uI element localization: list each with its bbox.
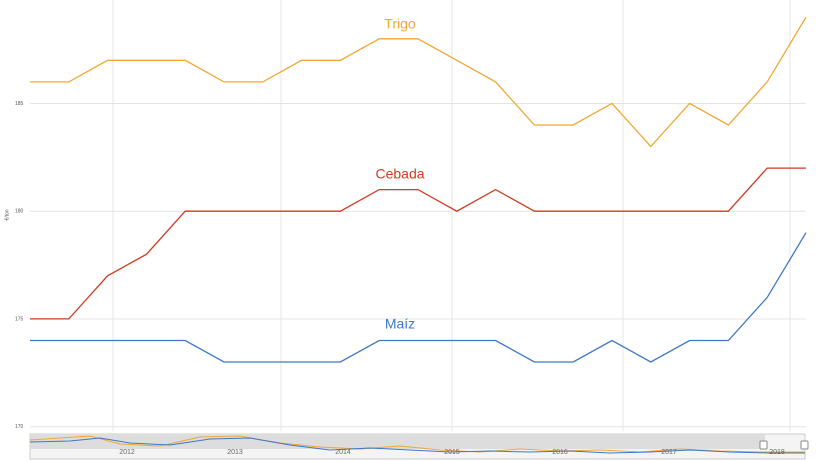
y-tick-label: 170 [15,424,24,430]
navigator-label: 2018 [769,449,785,456]
series-label: Cebada [375,166,424,182]
series-line [30,232,807,363]
y-tick-label: 180 [15,209,24,215]
series-label: Maíz [385,316,415,332]
navigator-label: 2014 [335,449,351,456]
navigator [29,433,809,460]
y-axis-label: €/ton [4,209,10,220]
navigator-handle[interactable] [759,440,768,450]
navigator-label: 2013 [227,449,243,456]
navigator-handle[interactable] [800,440,809,450]
series-line [30,167,806,320]
navigator-line [29,437,805,454]
navigator-window [30,434,765,449]
navigator-label: 2017 [661,449,677,456]
series-line [30,16,807,148]
vertical-grid [112,0,791,431]
navigator-label: 2012 [119,449,135,456]
navigator-label: 2015 [444,449,460,456]
navigator-line [29,435,805,453]
y-tick-label: 185 [15,101,24,107]
navigator-label: 2016 [552,449,568,456]
y-tick-label: 175 [15,316,24,322]
series-label: Trigo [384,16,416,32]
